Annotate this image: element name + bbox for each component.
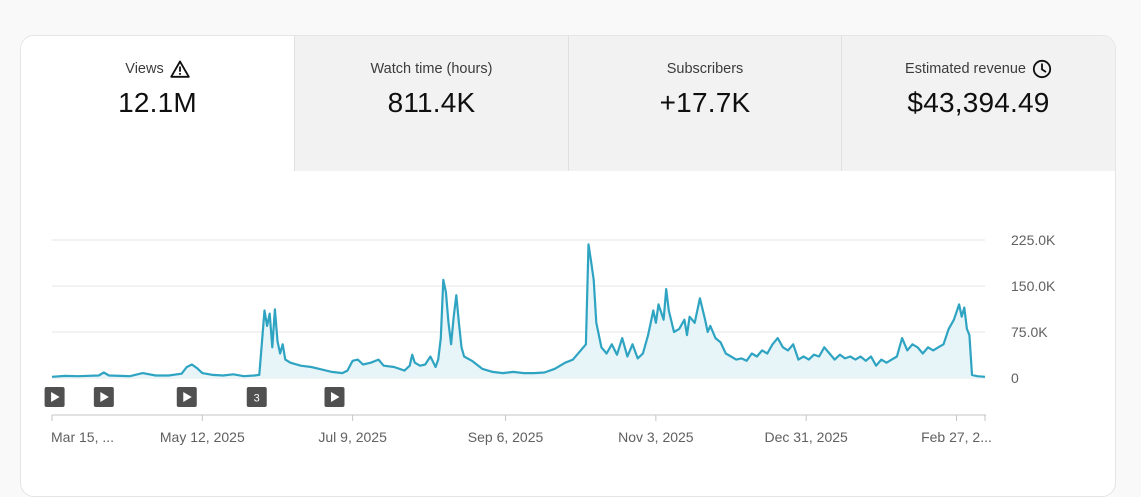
views-line[interactable] (51, 243, 986, 378)
tab-watch-time[interactable]: Watch time (hours) 811.4K (294, 36, 568, 171)
x-tick-label: Nov 3, 2025 (618, 429, 694, 445)
views-chart-svg: 0 75.0K 150.0K 225.0K Mar 15, ... May 12, 202… (44, 232, 1056, 445)
metric-tabs: Views 12.1M Watch time (hours) 811.4K Su… (21, 36, 1115, 171)
play-icon (51, 392, 60, 402)
tab-watch-time-value: 811.4K (387, 87, 476, 118)
clock-icon[interactable] (1032, 59, 1052, 79)
y-tick-label: 150.0K (1011, 278, 1056, 294)
tab-subscribers-value: +17.7K (659, 87, 751, 118)
marker-count: 3 (254, 393, 260, 405)
y-tick-label: 225.0K (1011, 232, 1056, 248)
play-icon (183, 392, 192, 402)
play-icon (100, 392, 109, 402)
marker-box (246, 387, 267, 407)
x-tick-label: Jul 9, 2025 (318, 429, 387, 445)
x-tick-label: May 12, 2025 (160, 429, 245, 445)
x-tick-label: Mar 15, ... (51, 429, 114, 445)
video-marker[interactable] (176, 387, 197, 407)
tab-views[interactable]: Views 12.1M (21, 36, 294, 171)
tab-subscribers-label: Subscribers (666, 61, 744, 77)
video-marker[interactable] (44, 387, 65, 407)
play-icon (330, 392, 340, 402)
tab-subscribers[interactable]: Subscribers +17.7K (568, 36, 841, 171)
x-tick-label: Dec 31, 2025 (765, 429, 848, 445)
views-chart: 0 75.0K 150.0K 225.0K Mar 15, ... May 12, 202… (44, 232, 1056, 445)
x-tick-label: Feb 27, 2... (921, 429, 992, 445)
warning-icon[interactable] (170, 60, 190, 78)
video-marker[interactable] (93, 387, 114, 407)
tab-views-label: Views (125, 61, 164, 77)
y-tick-label: 75.0K (1011, 324, 1048, 340)
video-marker[interactable] (324, 387, 345, 407)
y-tick-label: 0 (1011, 370, 1019, 386)
tab-views-value: 12.1M (118, 87, 197, 118)
tab-revenue-value: $43,394.49 (907, 87, 1050, 118)
tab-revenue-label: Estimated revenue (905, 61, 1026, 77)
tab-estimated-revenue[interactable]: Estimated revenue $43,394.49 (841, 36, 1115, 171)
views-area (52, 244, 985, 378)
x-tick-label: Sep 6, 2025 (468, 429, 544, 445)
video-group-marker[interactable]: 3 (246, 387, 267, 407)
tab-watch-time-label: Watch time (hours) (370, 61, 493, 77)
